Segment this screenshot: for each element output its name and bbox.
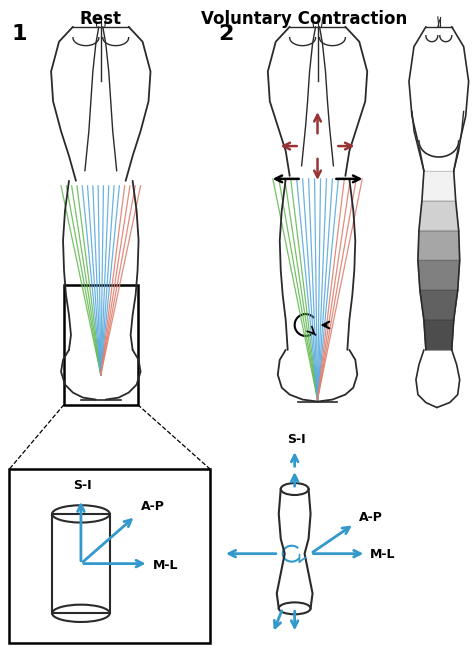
Text: 1: 1 (11, 24, 27, 44)
Polygon shape (419, 141, 459, 157)
Bar (52, 514, 110, 613)
Text: Rest: Rest (80, 10, 122, 28)
Bar (9, 469, 210, 643)
Text: Voluntary Contraction: Voluntary Contraction (201, 10, 408, 28)
Text: M-L: M-L (370, 548, 396, 561)
Text: M-L: M-L (153, 558, 178, 571)
Text: S-I: S-I (287, 434, 306, 446)
Text: 2: 2 (218, 24, 234, 44)
Text: A-P: A-P (141, 500, 164, 513)
Bar (64, 285, 137, 405)
Text: S-I: S-I (73, 479, 92, 492)
Polygon shape (418, 261, 460, 290)
Polygon shape (419, 200, 459, 231)
Text: A-P: A-P (359, 511, 383, 524)
Polygon shape (418, 231, 460, 261)
Polygon shape (409, 171, 424, 350)
Polygon shape (422, 171, 456, 200)
Polygon shape (420, 290, 458, 320)
Polygon shape (424, 320, 454, 350)
